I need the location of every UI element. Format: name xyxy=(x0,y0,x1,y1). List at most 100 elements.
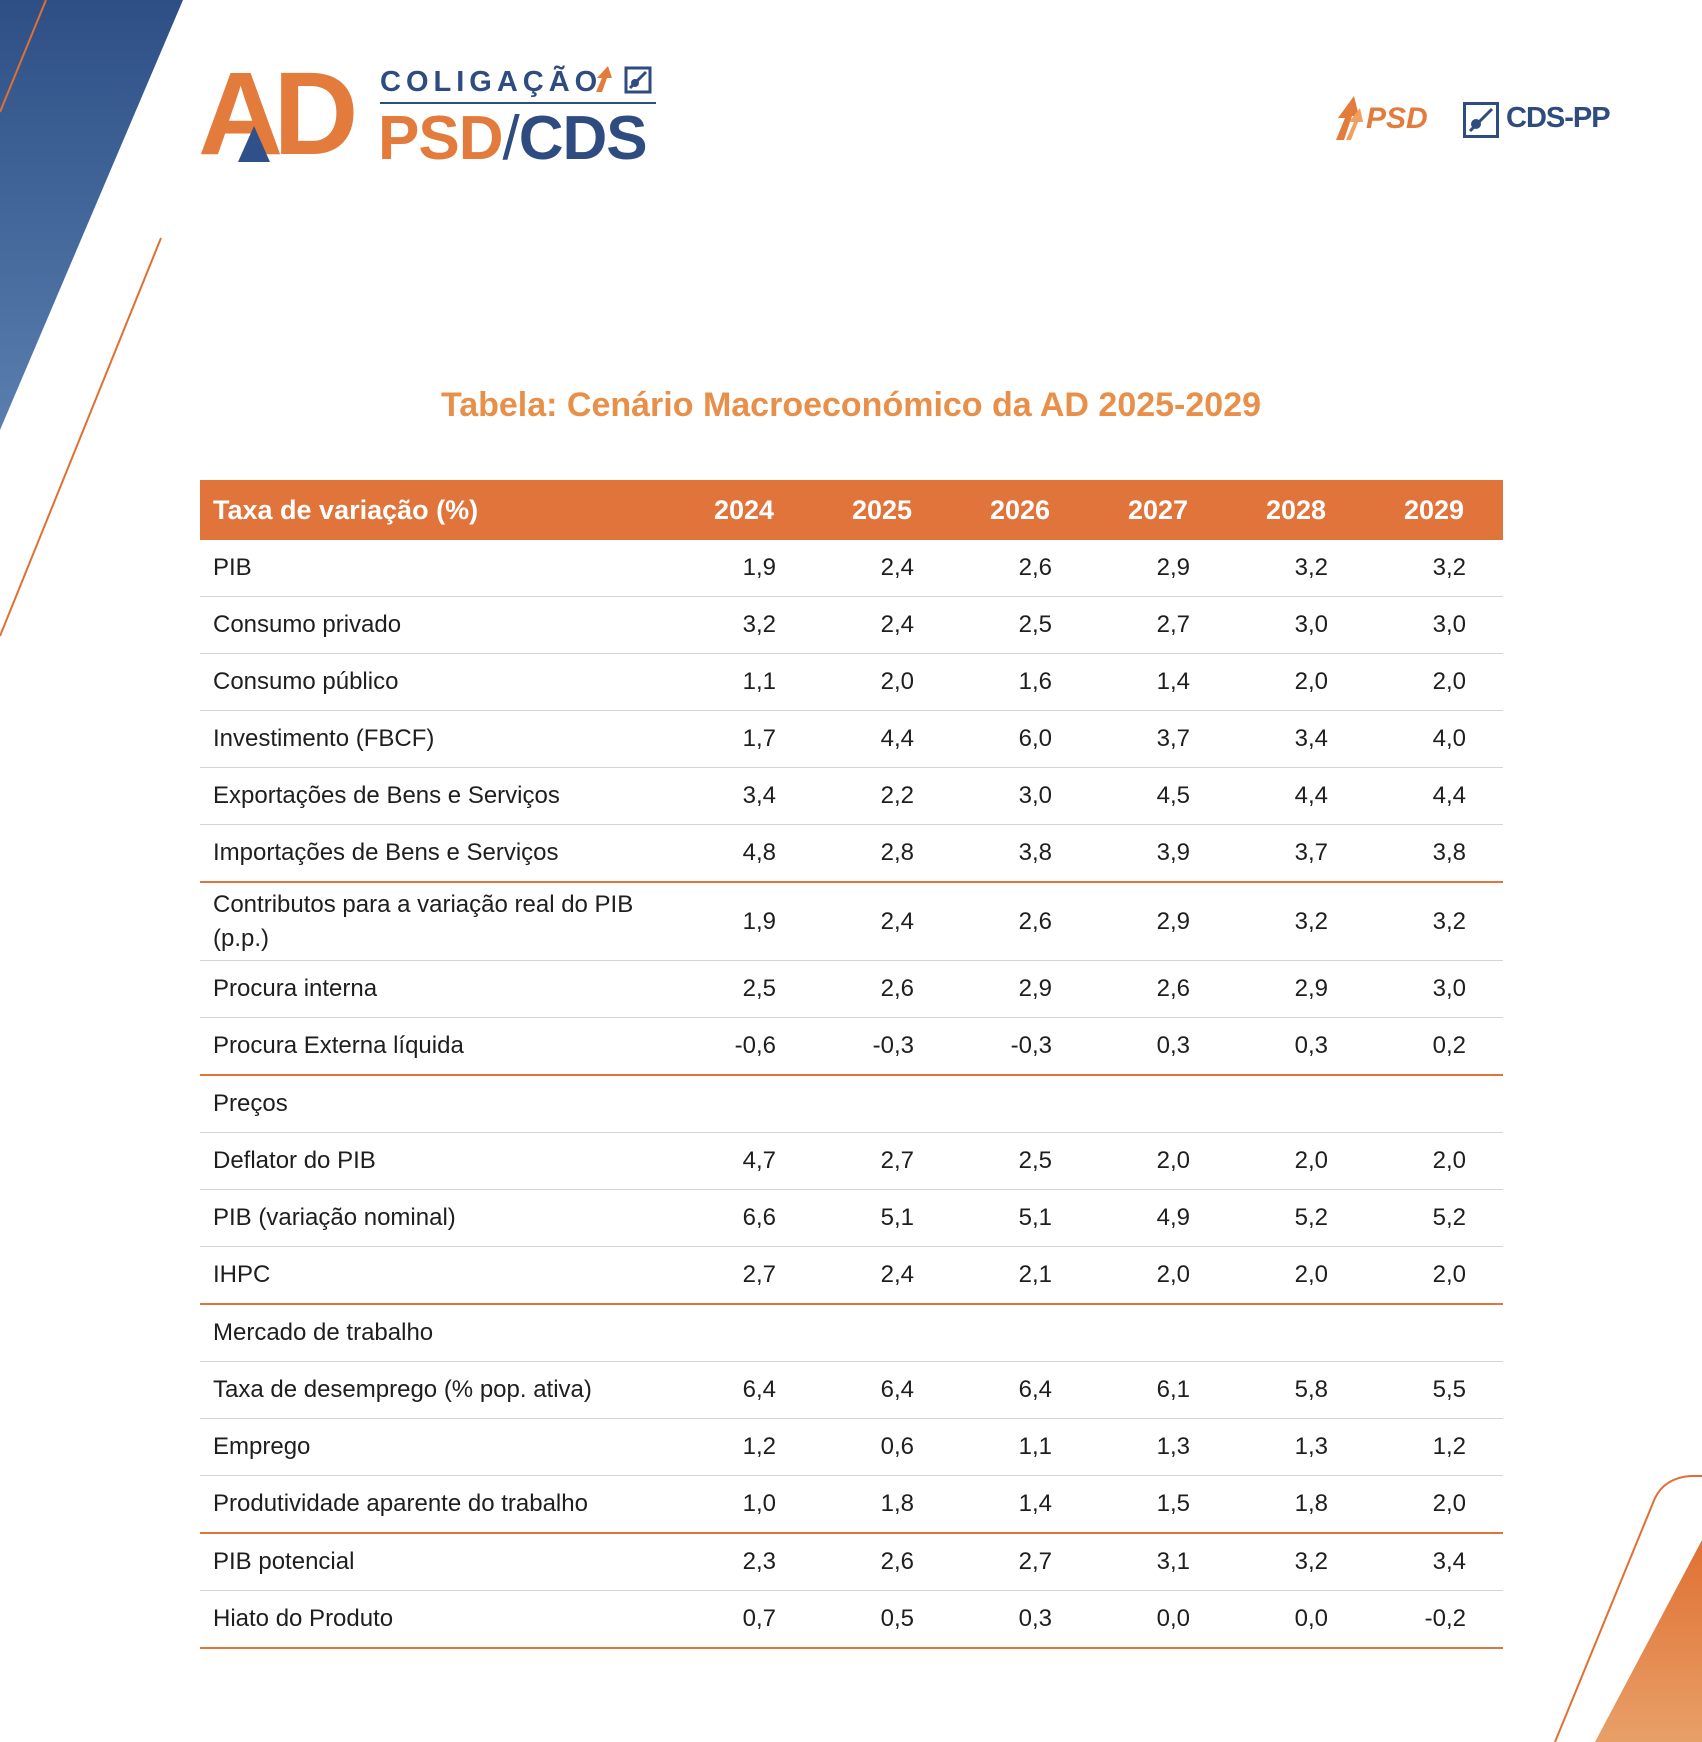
table-title: Tabela: Cenário Macroeconómico da AD 202… xyxy=(440,386,1262,424)
cell-value: 2,1 xyxy=(951,1246,1089,1305)
table-row: Procura interna 2,5 2,6 2,9 2,6 2,9 3,0 xyxy=(200,960,1503,1018)
value-text: 3,8 xyxy=(1018,839,1052,866)
cell-value: 6,1 xyxy=(1089,1361,1227,1419)
value-text: 2,4 xyxy=(880,1261,914,1288)
row-label: Emprego xyxy=(200,1418,675,1476)
party-icons xyxy=(590,64,654,101)
value-text: 3,0 xyxy=(1018,782,1052,809)
cell-value: 2,7 xyxy=(675,1246,813,1305)
value-text: 2,0 xyxy=(1156,1261,1190,1288)
value-text: 3,2 xyxy=(1432,554,1466,581)
cell-value: 2,6 xyxy=(813,960,951,1018)
cell-value: 3,0 xyxy=(1365,960,1503,1018)
value-text: 3,4 xyxy=(1294,725,1328,752)
value-text: 2,0 xyxy=(880,668,914,695)
cell-value: 2,0 xyxy=(1089,1246,1227,1305)
cell-value xyxy=(675,1075,813,1133)
table-row: Contributos para a variação real do PIB … xyxy=(200,882,1503,961)
cell-value: 1,2 xyxy=(1365,1418,1503,1476)
value-text: 0,3 xyxy=(1294,1032,1328,1059)
cell-value: 1,5 xyxy=(1089,1475,1227,1534)
header-year: 2027 xyxy=(1089,480,1227,540)
cds-logo-text: CDS-PP xyxy=(1506,102,1611,134)
cell-value: 0,3 xyxy=(1227,1017,1365,1076)
value-text: 3,7 xyxy=(1294,839,1328,866)
table-header: Taxa de variação (%) 2024 2025 2026 2027… xyxy=(200,480,1503,540)
row-label: Consumo público xyxy=(200,653,675,711)
row-label: PIB (variação nominal) xyxy=(200,1189,675,1247)
cell-value: 1,9 xyxy=(675,882,813,961)
cell-value: 2,9 xyxy=(1089,540,1227,597)
value-text: -0,2 xyxy=(1424,1605,1466,1632)
value-text: 5,2 xyxy=(1432,1204,1466,1231)
cell-value: 2,5 xyxy=(951,1132,1089,1190)
value-text: 3,0 xyxy=(1294,611,1328,638)
value-text: 3,0 xyxy=(1432,975,1466,1002)
cell-value xyxy=(675,1304,813,1362)
table-row: PIB potencial 2,3 2,6 2,7 3,1 3,2 3,4 xyxy=(200,1533,1503,1591)
cell-value: 1,2 xyxy=(675,1418,813,1476)
cell-value: 3,2 xyxy=(1227,540,1365,597)
row-label: Produtividade aparente do trabalho xyxy=(200,1475,675,1534)
row-label: Procura Externa líquida xyxy=(200,1017,675,1076)
cell-value: 2,4 xyxy=(813,596,951,654)
value-text: 2,4 xyxy=(880,554,914,581)
cell-value: 3,7 xyxy=(1089,710,1227,768)
value-text: 5,5 xyxy=(1432,1376,1466,1403)
value-text: 2,7 xyxy=(742,1261,776,1288)
value-text: 1,3 xyxy=(1294,1433,1328,1460)
cell-value: 5,2 xyxy=(1365,1189,1503,1247)
value-text: 2,0 xyxy=(1294,1261,1328,1288)
value-text: 4,5 xyxy=(1156,782,1190,809)
value-text: 2,6 xyxy=(880,975,914,1002)
value-text: 4,9 xyxy=(1156,1204,1190,1231)
cell-value: 3,4 xyxy=(675,767,813,825)
cell-value xyxy=(813,1304,951,1362)
row-label: Importações de Bens e Serviços xyxy=(200,824,675,883)
header-year: 2025 xyxy=(813,480,951,540)
cell-value: 3,0 xyxy=(951,767,1089,825)
psd-word: PSD xyxy=(378,104,503,173)
coligacao-label: COLIGAÇÃO xyxy=(380,66,603,98)
cell-value: 1,1 xyxy=(675,653,813,711)
orange-stripe xyxy=(1595,1540,1702,1742)
value-text: -0,3 xyxy=(872,1032,914,1059)
orange-line-left xyxy=(0,237,162,637)
value-text: 2,4 xyxy=(880,611,914,638)
cell-value: 2,6 xyxy=(951,540,1089,597)
value-text: 1,4 xyxy=(1156,668,1190,695)
table-row: Emprego 1,2 0,6 1,1 1,3 1,3 1,2 xyxy=(200,1418,1503,1476)
header-year: 2029 xyxy=(1365,480,1503,540)
cell-value: 2,3 xyxy=(675,1533,813,1591)
cell-value: 2,7 xyxy=(951,1533,1089,1591)
header-year: 2026 xyxy=(951,480,1089,540)
psd-logo-text: PSD xyxy=(1366,102,1428,135)
row-label: Investimento (FBCF) xyxy=(200,710,675,768)
value-text: -0,3 xyxy=(1010,1032,1052,1059)
cell-value: 2,8 xyxy=(813,824,951,883)
value-text: 1,2 xyxy=(1432,1433,1466,1460)
cell-value: 1,8 xyxy=(1227,1475,1365,1534)
row-label: Taxa de desemprego (% pop. ativa) xyxy=(200,1361,675,1419)
cell-value: 4,4 xyxy=(1365,767,1503,825)
cell-value: 1,3 xyxy=(1089,1418,1227,1476)
cell-value: 4,4 xyxy=(1227,767,1365,825)
cell-value: 2,9 xyxy=(1227,960,1365,1018)
value-text: 3,7 xyxy=(1156,725,1190,752)
value-text: 2,5 xyxy=(1018,1147,1052,1174)
cell-value: 2,0 xyxy=(1089,1132,1227,1190)
value-text: 1,8 xyxy=(880,1490,914,1517)
cell-value: 2,0 xyxy=(1365,1475,1503,1534)
cell-value xyxy=(1089,1304,1227,1362)
cell-value: 1,1 xyxy=(951,1418,1089,1476)
cell-value: 2,6 xyxy=(813,1533,951,1591)
value-text: 4,4 xyxy=(880,725,914,752)
value-text: 4,0 xyxy=(1432,725,1466,752)
cell-value: -0,3 xyxy=(951,1017,1089,1076)
table-row: Preços xyxy=(200,1075,1503,1133)
cds-word: CDS xyxy=(518,104,648,173)
value-text: 4,4 xyxy=(1294,782,1328,809)
cell-value: 3,2 xyxy=(1227,1533,1365,1591)
cell-value: 2,5 xyxy=(951,596,1089,654)
cell-value: 6,4 xyxy=(951,1361,1089,1419)
